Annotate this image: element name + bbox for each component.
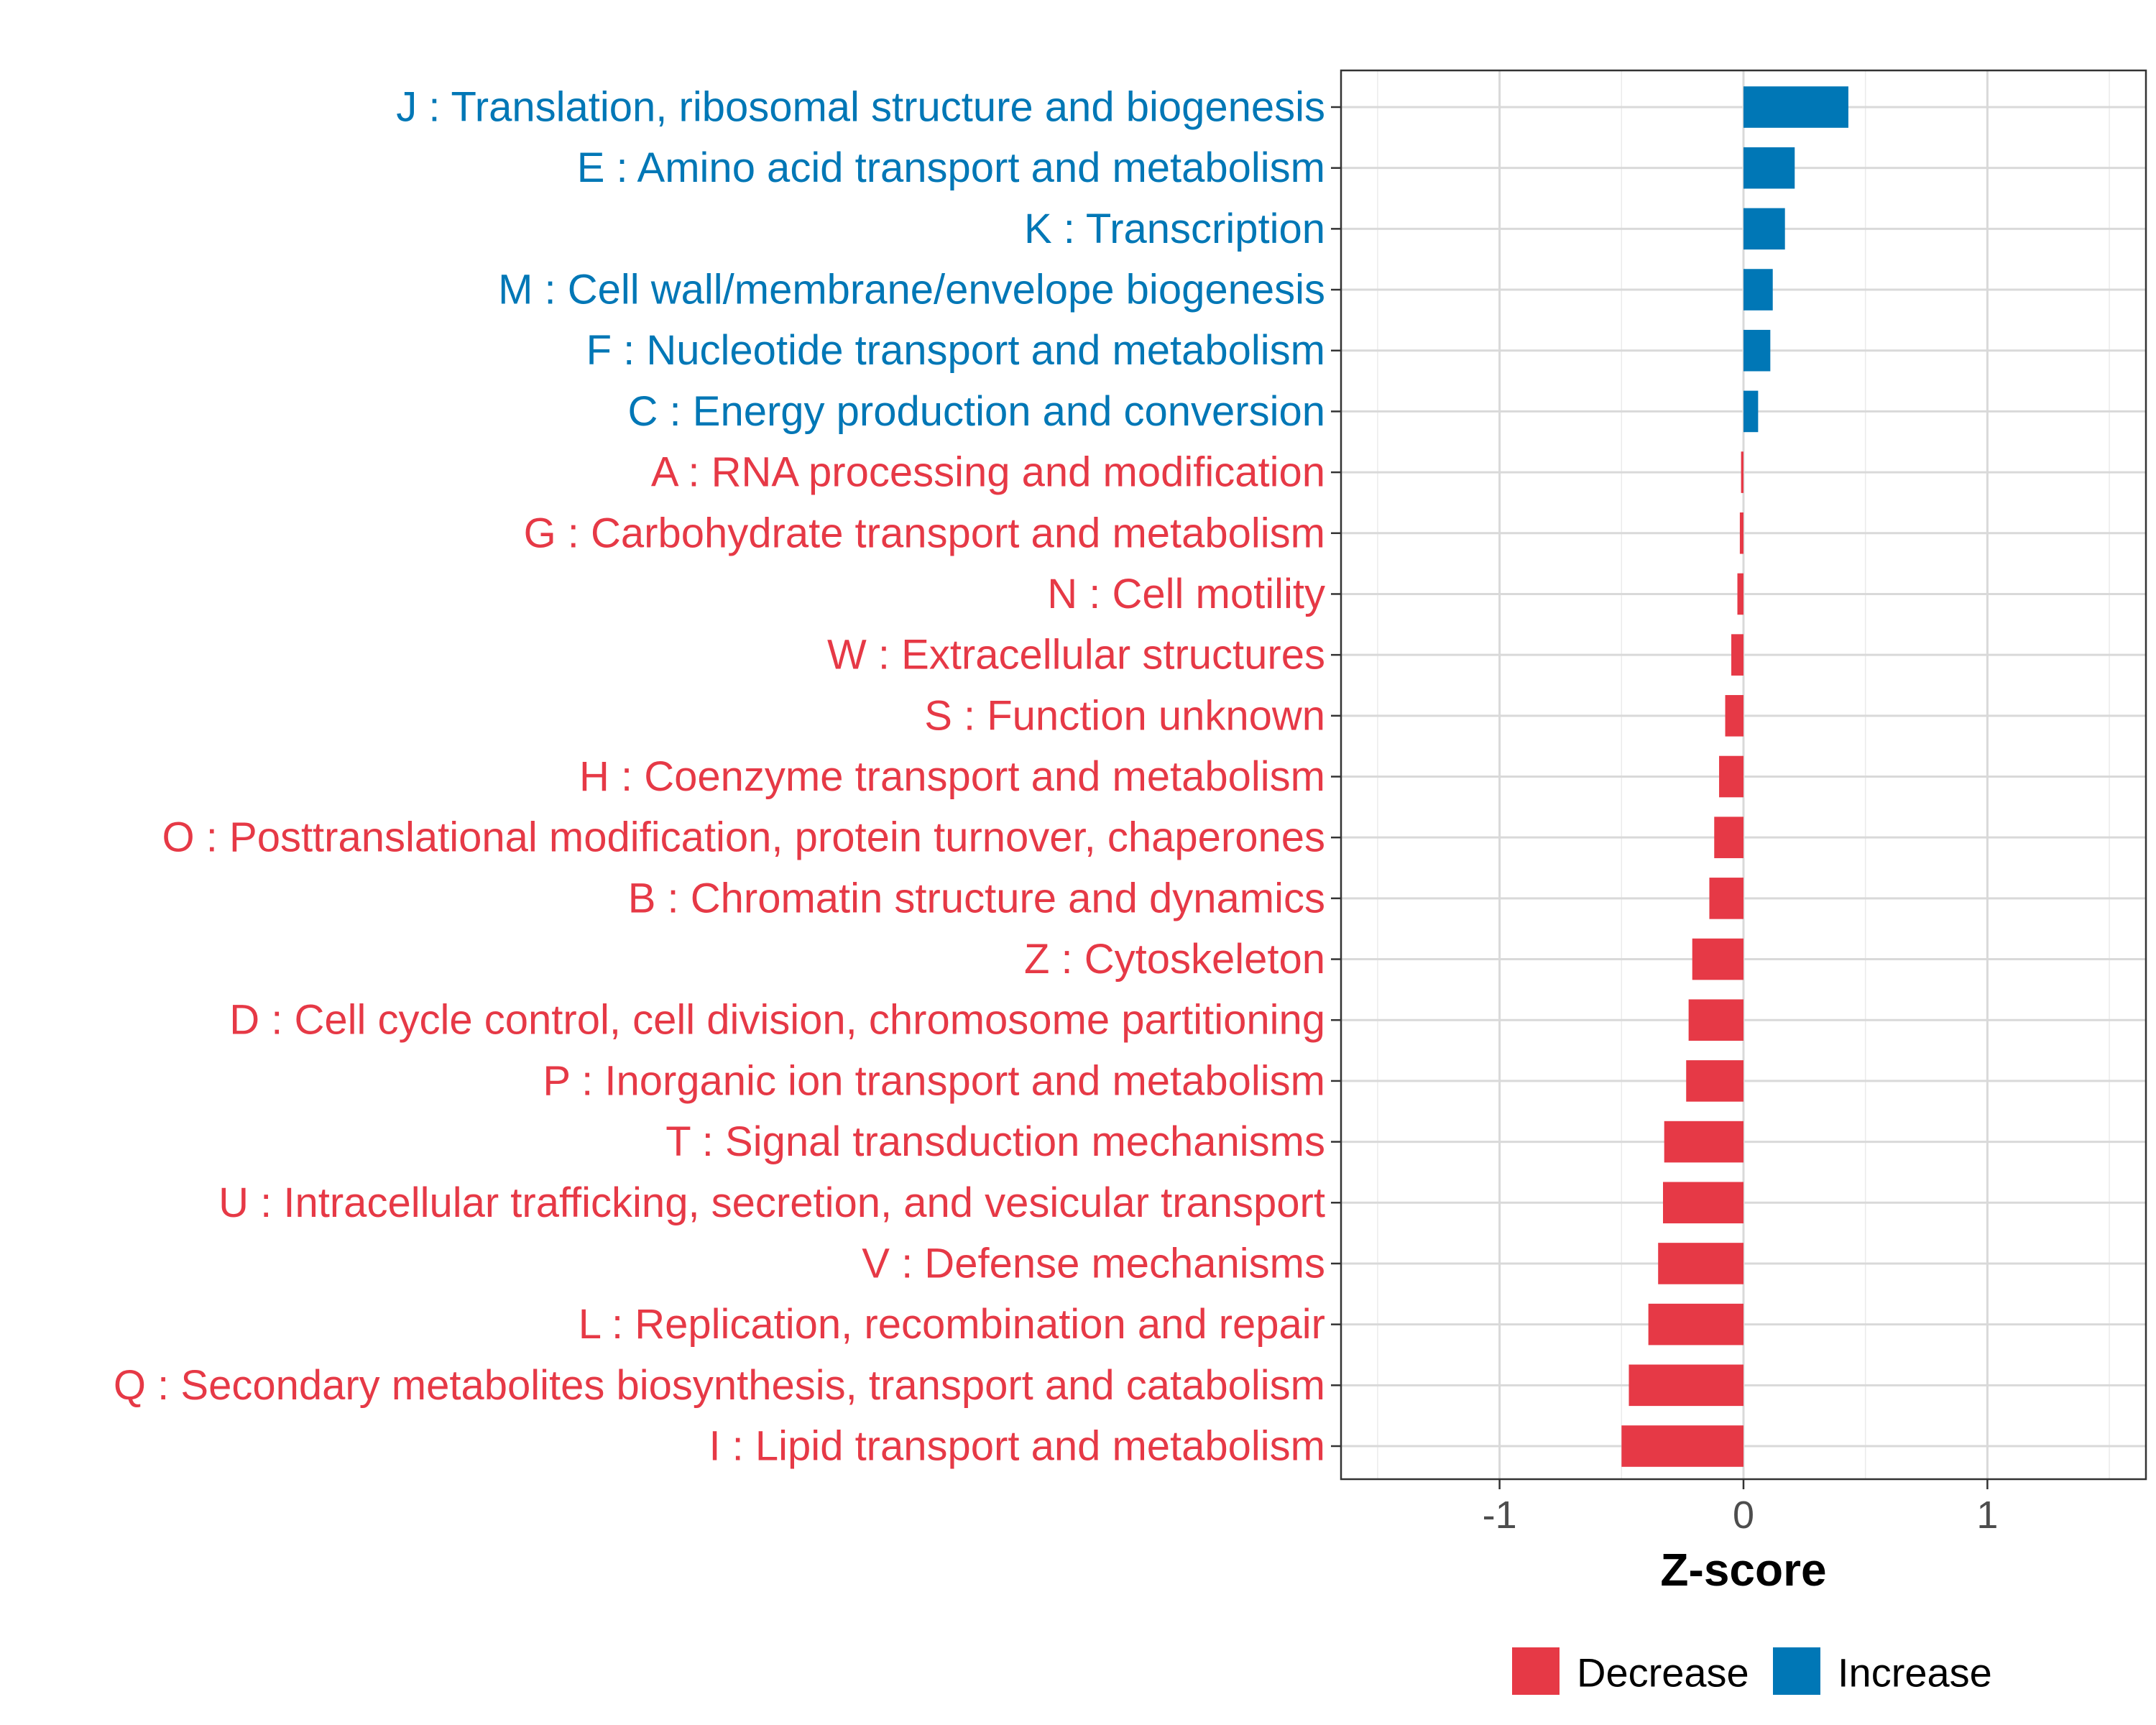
bar: [1688, 999, 1743, 1041]
y-tick-label: V : Defense mechanisms: [862, 1240, 1325, 1287]
bar: [1719, 755, 1743, 798]
y-tick-label: A : RNA processing and modification: [651, 449, 1325, 496]
bar: [1692, 938, 1743, 980]
y-tick-label: I : Lipid transport and metabolism: [709, 1423, 1325, 1470]
y-tick-label: J : Translation, ribosomal structure and…: [396, 84, 1325, 131]
x-axis-ticks: -1 0 1: [1483, 1479, 1998, 1537]
y-tick-label: S : Function unknown: [924, 692, 1325, 739]
y-tick-label: O : Posttranslational modification, prot…: [162, 814, 1325, 861]
x-tick-label: 1: [1976, 1494, 1998, 1537]
bar: [1743, 329, 1771, 372]
bar: [1743, 86, 1848, 128]
x-tick-label: -1: [1483, 1494, 1517, 1537]
y-tick-label: G : Carbohydrate transport and metabolis…: [524, 510, 1325, 556]
y-tick-label: H : Coenzyme transport and metabolism: [579, 753, 1325, 800]
y-tick-label: E : Amino acid transport and metabolism: [577, 144, 1325, 191]
y-tick-label: F : Nucleotide transport and metabolism: [586, 327, 1325, 374]
legend-swatch: [1512, 1647, 1560, 1695]
y-tick-label: C : Energy production and conversion: [628, 388, 1325, 435]
y-tick-label: K : Transcription: [1024, 206, 1325, 252]
bar: [1741, 451, 1743, 493]
legend: Decrease Increase: [1512, 1647, 1992, 1696]
y-tick-label: U : Intracellular trafficking, secretion…: [218, 1179, 1325, 1226]
bar: [1743, 147, 1795, 189]
bar: [1621, 1425, 1743, 1467]
x-axis-title: Z-score: [1660, 1544, 1826, 1596]
bar: [1709, 878, 1743, 919]
bar: [1731, 634, 1743, 676]
y-tick-label: Q : Secondary metabolites biosynthesis, …: [114, 1362, 1325, 1409]
y-tick-label: T : Signal transduction mechanisms: [665, 1118, 1325, 1165]
bar: [1743, 269, 1773, 310]
bar: [1648, 1303, 1743, 1346]
bar: [1628, 1364, 1743, 1407]
legend-swatch: [1773, 1647, 1820, 1695]
bar: [1743, 208, 1785, 250]
bar: [1739, 512, 1743, 554]
bar: [1737, 573, 1743, 615]
y-tick-label: P : Inorganic ion transport and metaboli…: [543, 1057, 1325, 1104]
bar: [1725, 695, 1743, 737]
y-tick-label: Z : Cytoskeleton: [1024, 936, 1325, 983]
bar: [1664, 1121, 1743, 1163]
x-tick-label: 0: [1733, 1494, 1754, 1537]
y-axis-category-labels: J : Translation, ribosomal structure and…: [114, 84, 1325, 1470]
y-tick-label: W : Extracellular structures: [827, 632, 1325, 678]
bar: [1686, 1060, 1743, 1102]
bar: [1714, 816, 1743, 858]
y-tick-label: M : Cell wall/membrane/envelope biogenes…: [498, 267, 1325, 313]
y-tick-label: N : Cell motility: [1047, 571, 1325, 617]
y-tick-label: B : Chromatin structure and dynamics: [628, 875, 1325, 921]
bar: [1663, 1182, 1743, 1224]
legend-label: Increase: [1838, 1650, 1992, 1696]
bar: [1743, 390, 1759, 433]
bar-series: [1621, 86, 1848, 1467]
y-axis-ticks: [1331, 106, 1341, 1448]
legend-label: Decrease: [1577, 1650, 1749, 1696]
y-tick-label: L : Replication, recombination and repai…: [579, 1301, 1325, 1348]
y-tick-label: D : Cell cycle control, cell division, c…: [229, 997, 1325, 1044]
bar: [1658, 1243, 1743, 1284]
